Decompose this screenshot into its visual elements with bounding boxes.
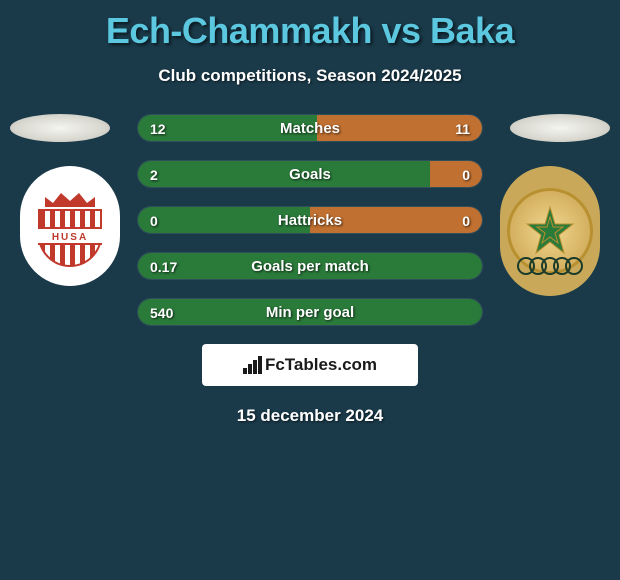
husa-stripes: HUSA bbox=[38, 209, 102, 267]
stat-label: Matches bbox=[138, 115, 482, 142]
stats-bars: 12Matches112Goals00Hattricks00.17Goals p… bbox=[137, 114, 483, 326]
team-logo-right bbox=[500, 166, 600, 296]
pedestal-left bbox=[10, 114, 110, 142]
watermark: FcTables.com bbox=[202, 344, 418, 386]
stat-value-right: 11 bbox=[455, 115, 470, 142]
match-date: 15 december 2024 bbox=[0, 406, 620, 426]
bar-chart-icon bbox=[243, 356, 263, 374]
star-icon bbox=[524, 205, 576, 257]
stat-value-right: 0 bbox=[462, 207, 470, 234]
stat-label: Goals bbox=[138, 161, 482, 188]
subtitle: Club competitions, Season 2024/2025 bbox=[0, 66, 620, 86]
far-badge bbox=[504, 170, 596, 292]
stat-row: 0Hattricks0 bbox=[137, 206, 483, 234]
page-title: Ech-Chammakh vs Baka bbox=[0, 0, 620, 52]
pedestal-right bbox=[510, 114, 610, 142]
stat-row: 540Min per goal bbox=[137, 298, 483, 326]
stat-row: 12Matches11 bbox=[137, 114, 483, 142]
far-ring bbox=[507, 188, 593, 274]
olympic-rings-icon bbox=[520, 257, 580, 275]
watermark-text: FcTables.com bbox=[265, 355, 377, 375]
stat-label: Hattricks bbox=[138, 207, 482, 234]
stat-value-right: 0 bbox=[462, 161, 470, 188]
stat-label: Min per goal bbox=[138, 299, 482, 326]
stat-row: 2Goals0 bbox=[137, 160, 483, 188]
husa-badge: HUSA bbox=[24, 170, 116, 282]
stat-row: 0.17Goals per match bbox=[137, 252, 483, 280]
crown-icon bbox=[43, 191, 97, 207]
stat-label: Goals per match bbox=[138, 253, 482, 280]
comparison-content: HUSA 12Matches112Goals00Hattricks00.17Go… bbox=[0, 114, 620, 426]
husa-band-text: HUSA bbox=[38, 227, 102, 245]
team-logo-left: HUSA bbox=[20, 166, 120, 286]
